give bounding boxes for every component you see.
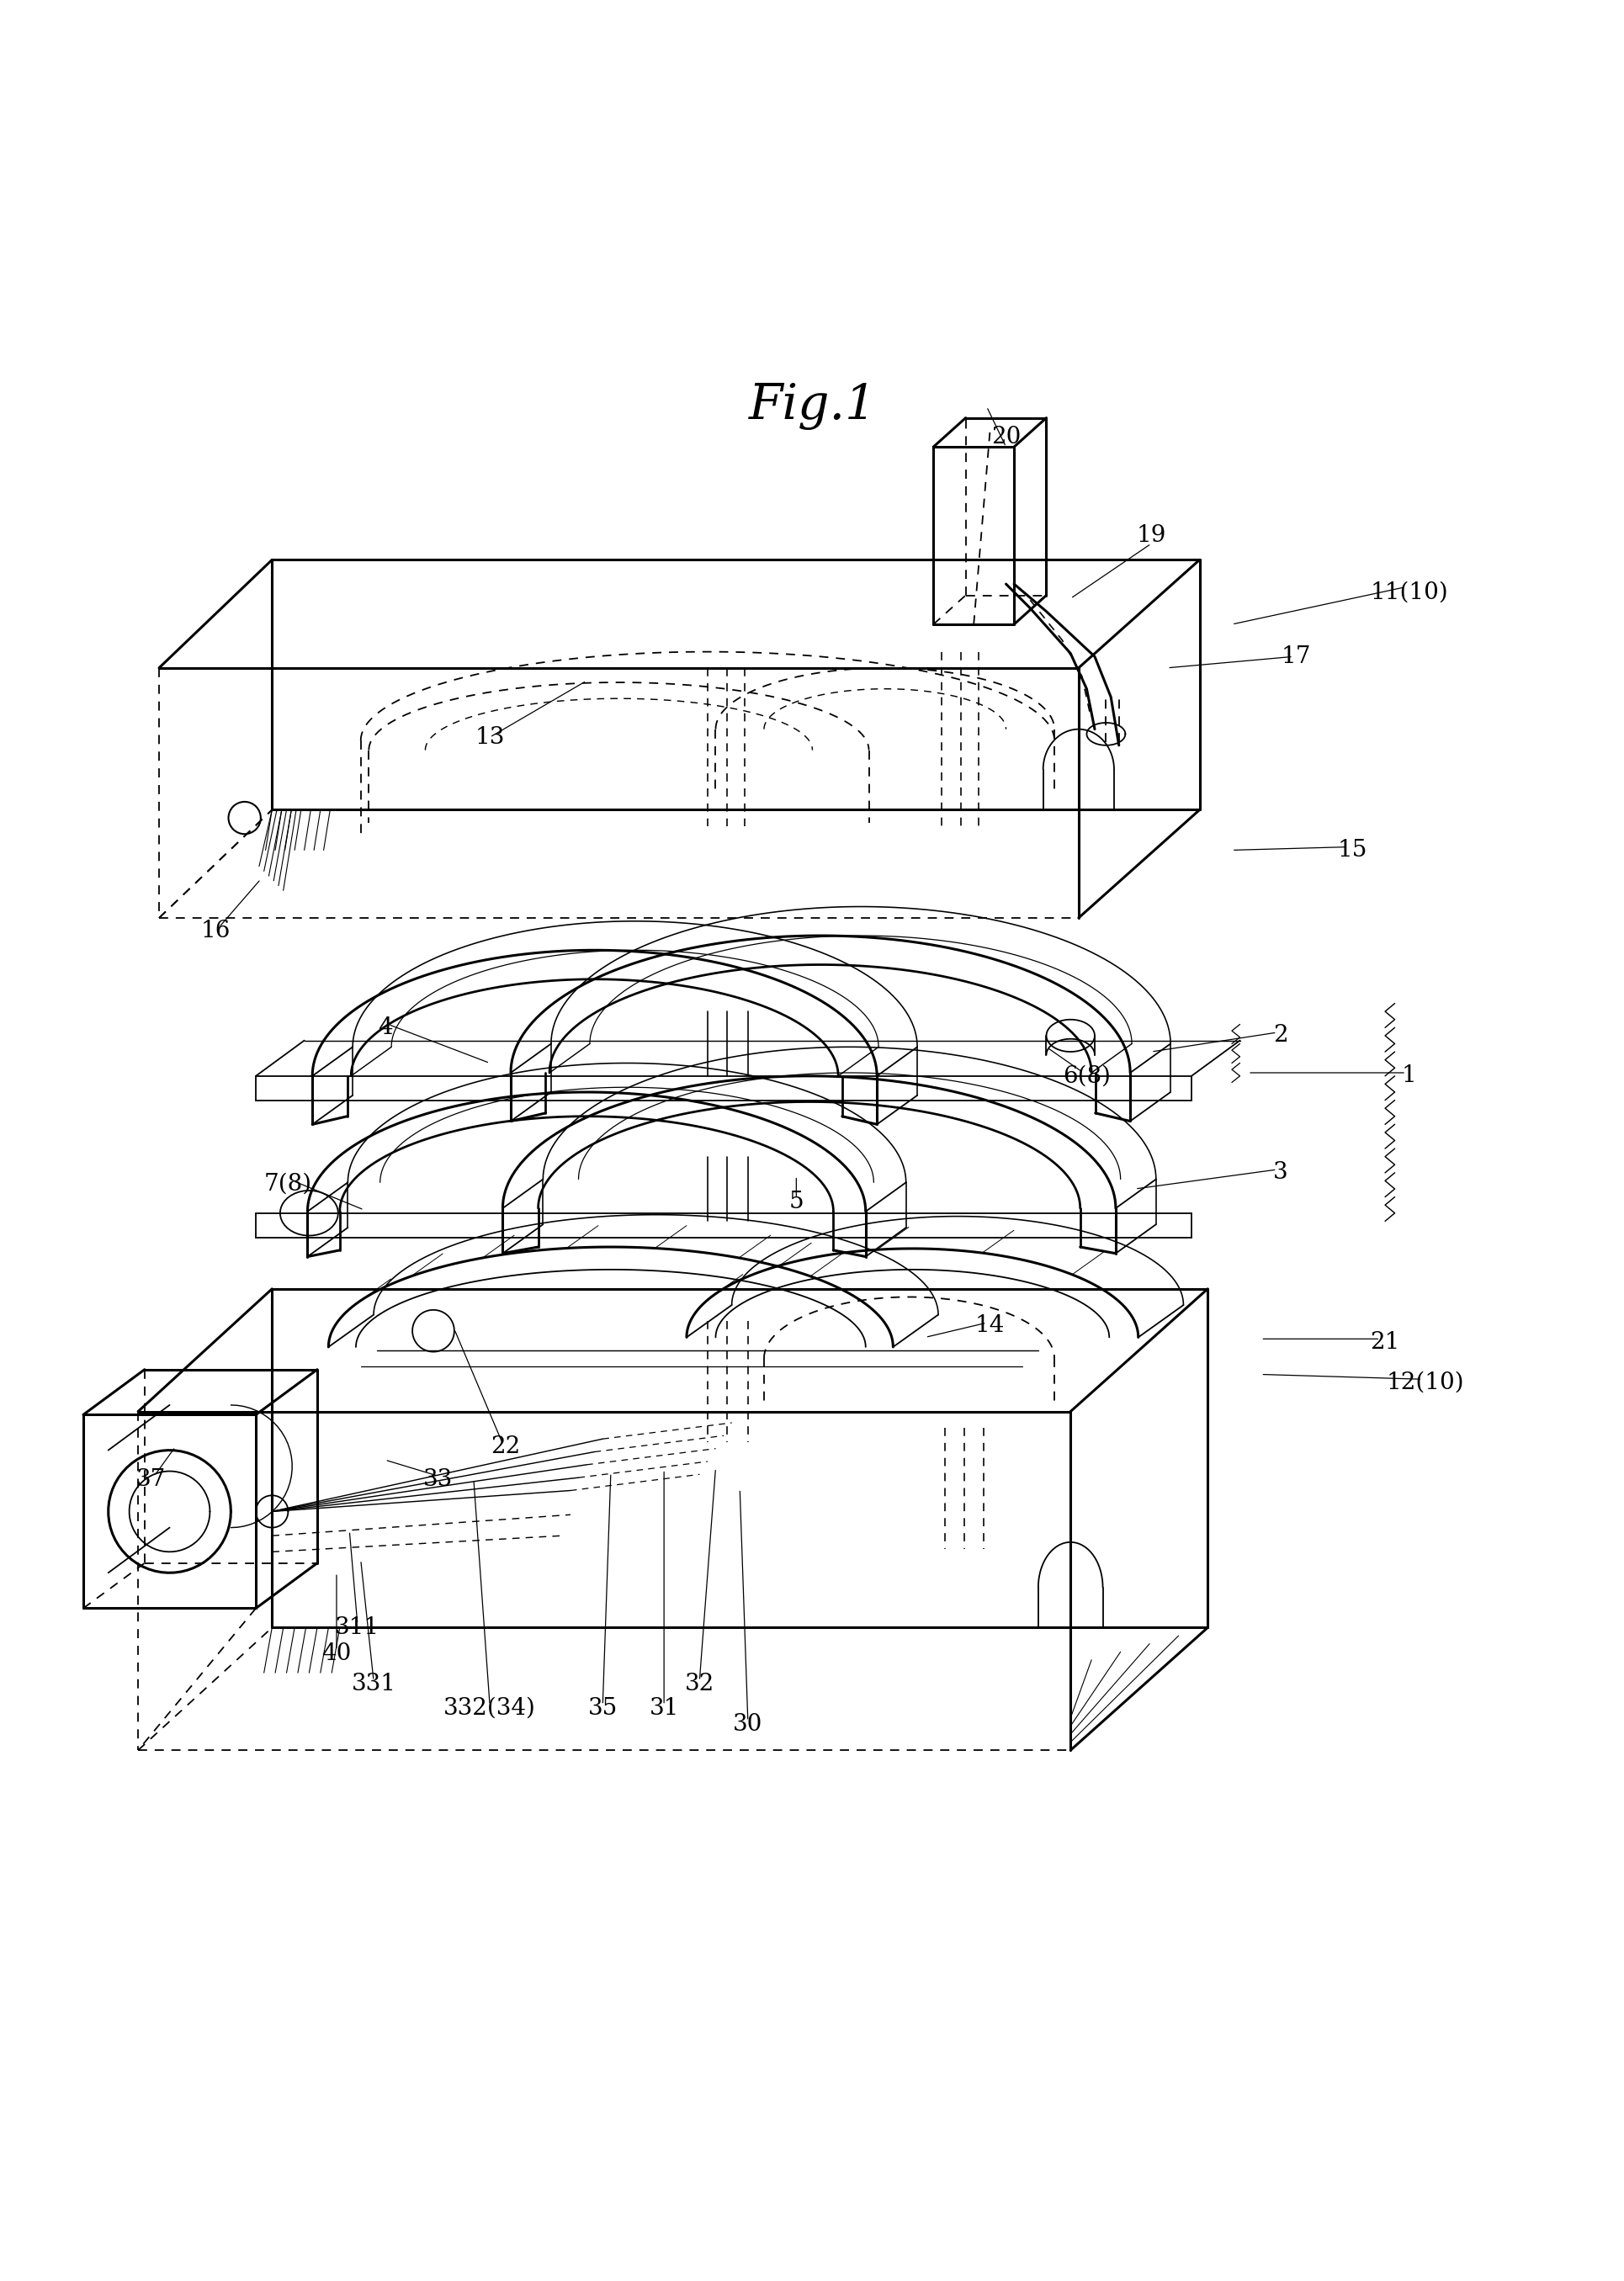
Text: 37: 37	[136, 1469, 166, 1489]
Text: 40: 40	[322, 1642, 351, 1665]
Text: 31: 31	[650, 1697, 679, 1720]
Text: 21: 21	[1369, 1330, 1400, 1353]
Text: Fig.1: Fig.1	[749, 383, 875, 429]
Text: 15: 15	[1337, 839, 1367, 862]
Text: 4: 4	[377, 1017, 391, 1038]
Text: 16: 16	[201, 919, 231, 942]
Text: 33: 33	[424, 1469, 453, 1489]
Text: 13: 13	[474, 725, 505, 748]
Text: 35: 35	[588, 1697, 617, 1720]
Text: 6(8): 6(8)	[1062, 1065, 1111, 1088]
Text: 5: 5	[789, 1191, 804, 1213]
Text: 3: 3	[1272, 1161, 1286, 1184]
Text: 311: 311	[335, 1617, 380, 1640]
Text: 12(10): 12(10)	[1385, 1371, 1463, 1394]
Text: 2: 2	[1272, 1024, 1286, 1047]
Text: 7(8): 7(8)	[265, 1172, 312, 1195]
Text: 32: 32	[684, 1672, 715, 1695]
Text: 22: 22	[490, 1435, 520, 1458]
Text: 20: 20	[991, 427, 1020, 449]
Text: 332(34): 332(34)	[443, 1697, 536, 1720]
Text: 14: 14	[974, 1314, 1004, 1337]
Text: 1: 1	[1402, 1065, 1416, 1088]
Text: 17: 17	[1281, 646, 1311, 668]
Text: 19: 19	[1135, 525, 1166, 547]
Text: 30: 30	[732, 1713, 762, 1736]
Text: 331: 331	[351, 1672, 396, 1695]
Text: 11(10): 11(10)	[1369, 582, 1447, 604]
